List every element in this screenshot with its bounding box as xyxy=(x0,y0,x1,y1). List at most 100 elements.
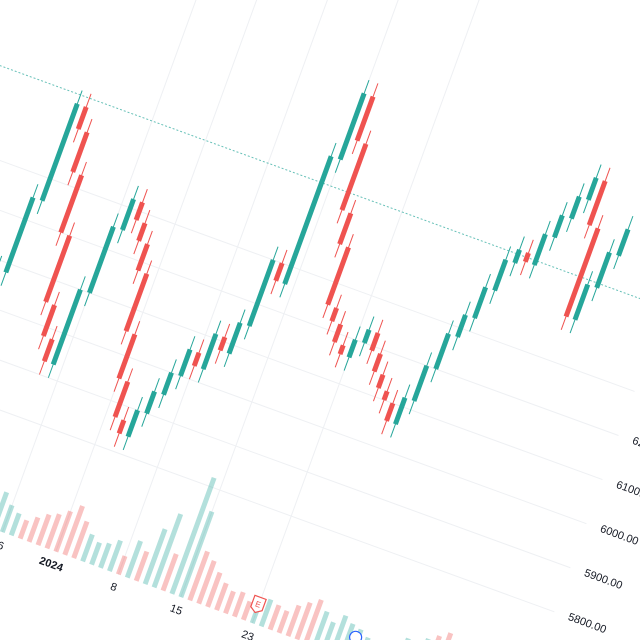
candle-body xyxy=(455,314,468,338)
volume-bar xyxy=(223,590,236,615)
candle-body xyxy=(512,248,522,264)
candle-body xyxy=(273,262,285,282)
candle-body xyxy=(282,155,334,285)
price-pane xyxy=(0,79,634,451)
volume-bar xyxy=(232,591,246,618)
x-tick-label: 15 xyxy=(168,602,184,617)
candle-body xyxy=(75,106,89,130)
candle-body xyxy=(178,348,193,377)
candle-body xyxy=(116,333,138,380)
candle-body xyxy=(572,283,591,321)
candle-body xyxy=(58,174,84,234)
volume-bar xyxy=(17,519,30,540)
volume-bar xyxy=(169,476,217,595)
candle-body xyxy=(112,380,131,418)
candle-body xyxy=(411,364,430,402)
candle-body xyxy=(492,258,509,292)
candle-body xyxy=(337,92,367,161)
volume-bar xyxy=(98,542,112,569)
candle-body xyxy=(136,222,148,242)
volume-bar xyxy=(53,510,73,553)
candle-body xyxy=(120,198,136,231)
candle-body xyxy=(361,328,372,344)
candle-body xyxy=(381,390,390,401)
candle-body xyxy=(339,143,369,211)
volume-bar xyxy=(160,553,179,592)
candle-body xyxy=(375,373,386,389)
candle-body xyxy=(369,332,381,352)
candle-body xyxy=(50,288,83,366)
volume-bar xyxy=(187,550,210,602)
candle-body xyxy=(191,351,202,367)
grid-line xyxy=(117,0,471,575)
volume-bar xyxy=(62,505,85,556)
candle-body xyxy=(616,228,631,257)
volume-bar xyxy=(0,491,10,530)
candle-body xyxy=(393,396,408,426)
grid-line xyxy=(0,79,619,436)
candle-body xyxy=(472,286,489,320)
event-marker xyxy=(349,630,363,640)
grid-line xyxy=(251,0,605,624)
candle-body xyxy=(522,252,531,263)
candle-body xyxy=(200,333,219,371)
volume-bar xyxy=(80,533,95,563)
candle-body xyxy=(384,402,396,422)
candle-body xyxy=(329,307,339,323)
candle-body xyxy=(40,304,57,337)
candle-body xyxy=(217,336,228,352)
volume-bar xyxy=(294,601,313,640)
y-tick-label: 6200.0 xyxy=(631,435,640,458)
grid-line xyxy=(0,123,603,481)
candle-body xyxy=(354,95,376,142)
candle-body xyxy=(70,131,90,173)
volume-pane xyxy=(0,476,454,640)
candle-body xyxy=(161,371,174,396)
candle-body xyxy=(133,201,145,221)
volume-bar xyxy=(196,559,217,605)
candle-body xyxy=(125,409,140,438)
candle-body xyxy=(87,225,116,294)
grid-line xyxy=(0,167,587,525)
volume-bar xyxy=(267,604,282,631)
candle-body xyxy=(43,234,73,303)
x-tick-label: 23 xyxy=(240,628,256,640)
volume-bar xyxy=(26,516,41,543)
grid-line xyxy=(1,0,355,533)
candle-body xyxy=(41,338,55,363)
candle-body xyxy=(144,390,157,415)
candle-body xyxy=(226,321,243,355)
candle-body xyxy=(594,251,612,289)
candle-body xyxy=(585,176,599,201)
volume-bar xyxy=(330,614,349,640)
candle-body xyxy=(586,180,608,227)
volume-bar xyxy=(44,513,62,550)
candle-body xyxy=(325,246,351,306)
candle-body xyxy=(123,272,150,332)
candle-body xyxy=(552,214,565,239)
volume-bar xyxy=(258,598,274,628)
grid-line xyxy=(0,35,635,392)
volume-bar xyxy=(124,540,143,579)
volume-bar xyxy=(214,582,229,611)
candle-body xyxy=(337,344,346,355)
candle-body xyxy=(563,227,601,318)
volume-bar xyxy=(178,510,215,598)
candle-body xyxy=(337,212,354,246)
volume-bar xyxy=(35,513,52,546)
candle-body xyxy=(246,259,276,327)
candle-body xyxy=(39,102,80,202)
candle-body xyxy=(568,195,582,220)
candle-body xyxy=(331,323,344,343)
volume-bar xyxy=(71,520,90,559)
volume-bar xyxy=(312,610,330,640)
volume-bar xyxy=(133,550,150,582)
volume-bar xyxy=(303,598,324,640)
x-tick-label: 8 xyxy=(109,581,119,594)
svg-text:E: E xyxy=(254,599,262,609)
volume-bar xyxy=(107,539,123,572)
volume-bar xyxy=(321,621,336,640)
volume-bar xyxy=(240,600,253,621)
